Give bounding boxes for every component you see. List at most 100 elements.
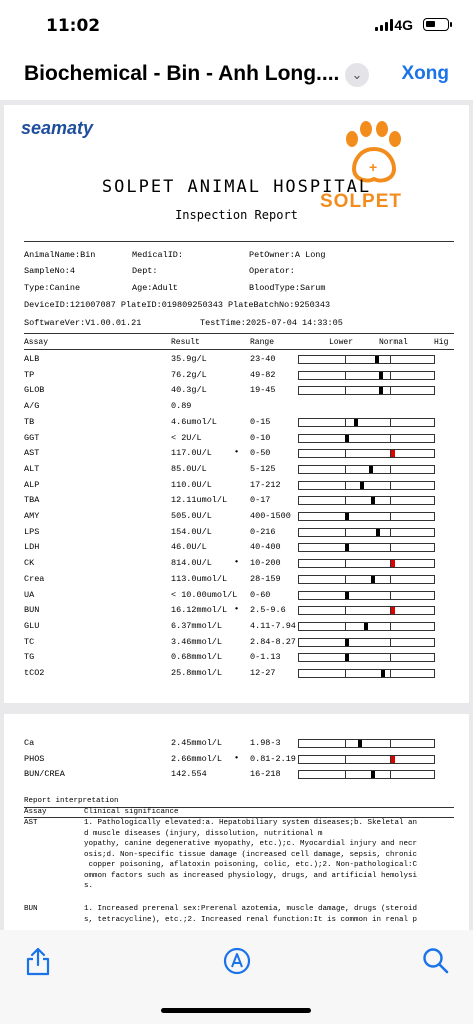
- assay-cell: A/G: [24, 401, 40, 412]
- bar-divider: [345, 371, 346, 379]
- range-cell: 17-212: [250, 479, 281, 490]
- bar-divider: [390, 740, 391, 747]
- document-title[interactable]: Biochemical - Bin - Anh Long....: [24, 62, 340, 85]
- table-row: ALB 35.9g/L 23-40: [4, 354, 469, 370]
- assay-cell: TC: [24, 636, 35, 647]
- table-row: TP 76.2g/L 49-82: [4, 370, 469, 386]
- range-cell: 2.84-8.27: [250, 636, 296, 647]
- table-row: PHOS 2.66mmol/L • 0.81-2.19: [4, 753, 469, 770]
- bar-divider: [345, 418, 346, 426]
- animal-name: AnimalName:Bin: [24, 250, 96, 260]
- level-bar: [298, 512, 435, 521]
- range-cell: 0-15: [250, 416, 271, 427]
- level-bar: [298, 653, 435, 663]
- level-marker: [376, 528, 380, 536]
- bar-divider: [345, 356, 346, 363]
- assay-cell: TBA: [24, 495, 40, 506]
- level-marker: [369, 465, 373, 473]
- divider: [24, 333, 454, 334]
- document-viewer[interactable]: seamaty + SOLPET SOLPET ANIMAL HOSPITAL …: [0, 100, 473, 930]
- level-marker: [391, 560, 395, 568]
- table-row: Crea 113.0umol/L 28-159: [4, 574, 469, 590]
- bar-divider: [390, 450, 391, 458]
- assay-cell: BUN/CREA: [24, 769, 65, 779]
- result-cell: 110.0U/L: [171, 479, 212, 490]
- animal-type: Type:Canine: [24, 283, 81, 293]
- bar-divider: [390, 387, 391, 395]
- divider: [24, 817, 454, 818]
- bar-divider: [345, 771, 346, 778]
- level-marker: [379, 387, 383, 395]
- assay-cell: CK: [24, 558, 35, 569]
- bar-divider: [390, 481, 391, 489]
- range-cell: 23-40: [250, 354, 276, 364]
- range-cell: 400-1500: [250, 511, 291, 521]
- result-cell: 154.0U/L: [171, 526, 212, 537]
- level-bar: [298, 739, 435, 748]
- device-info: DeviceID:121007087 PlateID:019809250343 …: [24, 300, 331, 310]
- level-marker: [371, 497, 375, 505]
- result-cell: < 10.00umol/L: [171, 589, 238, 600]
- range-cell: 0-50: [250, 448, 271, 459]
- assay-cell: PHOS: [24, 753, 45, 764]
- medical-id: MedicalID:: [132, 250, 184, 260]
- table-row: ALT 85.0U/L 5-125: [4, 464, 469, 480]
- level-marker: [345, 591, 349, 599]
- bar-divider: [345, 481, 346, 489]
- done-button[interactable]: Xong: [401, 63, 450, 84]
- interp-assay-ast: AST: [24, 819, 38, 827]
- table-row: ALP 110.0U/L 17-212: [4, 480, 469, 496]
- level-marker: [371, 771, 375, 778]
- table-row: CK 814.0U/L • 10-200: [4, 557, 469, 574]
- bar-divider: [345, 755, 346, 763]
- bar-divider: [390, 356, 391, 363]
- level-bar: [298, 449, 435, 459]
- bar-divider: [345, 560, 346, 568]
- solpet-paw-logo-icon: +: [346, 121, 401, 183]
- table-row: TBA 12.11umol/L 0-17: [4, 495, 469, 511]
- assay-cell: TG: [24, 652, 35, 663]
- table-row: BUN 16.12mmol/L • 2.5-9.6: [4, 604, 469, 621]
- flag-cell: •: [234, 447, 240, 458]
- table-row: GLOB 40.3g/L 19-45: [4, 385, 469, 401]
- bar-divider: [390, 591, 391, 599]
- bar-divider: [390, 654, 391, 662]
- level-marker: [345, 434, 349, 442]
- bar-divider: [390, 371, 391, 379]
- chevron-down-icon[interactable]: ⌄: [345, 63, 369, 87]
- battery-icon: [423, 18, 452, 31]
- header-lower: Lower: [329, 338, 354, 347]
- assay-cell: GGT: [24, 432, 40, 443]
- header-range: Range: [250, 338, 275, 347]
- level-marker: [381, 670, 385, 677]
- assay-cell: TB: [24, 416, 35, 427]
- table-row: TG 0.68mmol/L 0-1.13: [4, 652, 469, 668]
- flag-cell: •: [234, 557, 240, 568]
- bar-divider: [390, 528, 391, 536]
- range-cell: 0-17: [250, 495, 271, 506]
- level-bar: [298, 606, 435, 616]
- assay-cell: LDH: [24, 542, 40, 553]
- level-marker: [360, 481, 364, 489]
- level-marker: [391, 607, 395, 615]
- markup-icon[interactable]: [222, 946, 252, 976]
- table-row: TB 4.6umol/L 0-15: [4, 417, 469, 433]
- search-icon[interactable]: [421, 946, 451, 976]
- bar-divider: [390, 607, 391, 615]
- share-icon[interactable]: [23, 946, 53, 976]
- bar-divider: [390, 544, 391, 552]
- table-row: A/G 0.89: [4, 401, 469, 417]
- assay-cell: Ca: [24, 738, 35, 748]
- level-bar: [298, 464, 435, 474]
- level-bar: [298, 754, 435, 764]
- bar-divider: [390, 575, 391, 583]
- table-row: UA < 10.00umol/L 0-60: [4, 590, 469, 606]
- header-normal: Normal: [379, 338, 408, 347]
- level-marker: [391, 755, 395, 763]
- result-cell: 113.0umol/L: [171, 573, 228, 584]
- range-cell: 0.81-2.19: [250, 753, 296, 764]
- interp-col-significance: Clinical significance: [84, 808, 179, 816]
- status-time: 11:02: [46, 16, 101, 36]
- level-marker: [379, 371, 383, 379]
- level-bar: [298, 527, 435, 537]
